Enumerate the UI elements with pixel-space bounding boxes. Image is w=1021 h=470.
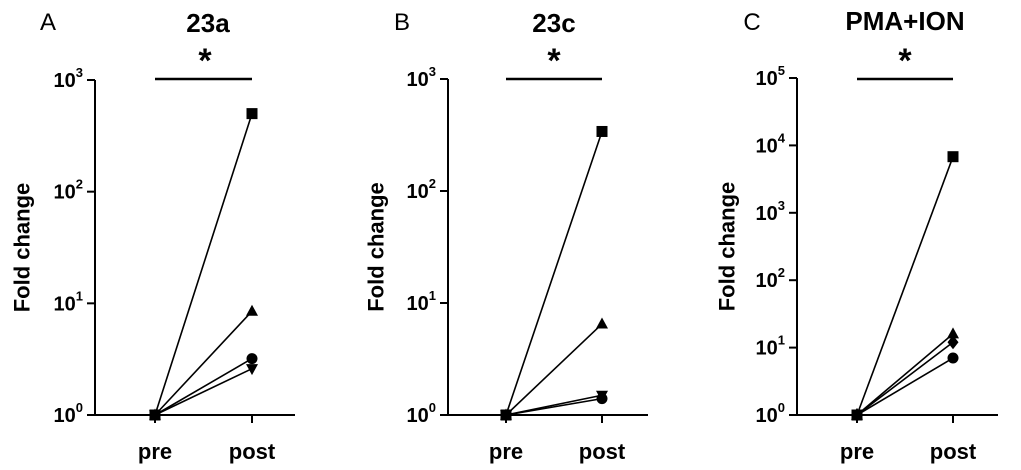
y-tick-label: 101 <box>407 288 436 315</box>
panel-letter: C <box>743 9 760 36</box>
y-tick-base: 10 <box>756 338 778 360</box>
x-tick-label-post: post <box>579 439 626 464</box>
data-point-triangle-up-post <box>596 317 608 329</box>
data-point-square-post <box>246 108 258 120</box>
x-tick-label-pre: pre <box>840 439 874 464</box>
y-tick-label: 103 <box>54 65 83 92</box>
series-line-4 <box>154 367 253 416</box>
y-tick-label: 105 <box>756 63 785 90</box>
x-tick-label-post: post <box>930 439 977 464</box>
y-tick-exponent: 4 <box>778 130 786 145</box>
data-point-square-post <box>596 125 608 137</box>
chart-title: PMA+ION <box>845 6 964 36</box>
y-tick-base: 10 <box>407 293 429 315</box>
data-point-circle-pre <box>851 409 863 421</box>
series-line-1 <box>505 131 603 416</box>
significance-star: * <box>547 42 561 80</box>
series-line-2 <box>856 333 954 416</box>
series-line-3 <box>154 357 253 416</box>
y-tick-label: 100 <box>407 400 436 427</box>
y-tick-base: 10 <box>756 405 778 427</box>
y-tick-base: 10 <box>407 69 429 91</box>
series-line-1 <box>154 113 253 416</box>
y-tick-exponent: 5 <box>778 63 785 78</box>
y-tick-label: 103 <box>407 64 436 91</box>
significance-star: * <box>898 42 912 80</box>
y-tick-exponent: 3 <box>429 64 436 79</box>
y-tick-exponent: 1 <box>778 333 785 348</box>
y-tick-label: 100 <box>54 400 83 427</box>
y-tick-exponent: 2 <box>429 176 436 191</box>
chart-title: 23a <box>186 8 230 38</box>
y-tick-label: 102 <box>407 176 436 203</box>
y-tick-label: 102 <box>756 265 785 292</box>
y-tick-base: 10 <box>407 405 429 427</box>
y-tick-exponent: 2 <box>778 265 785 280</box>
y-tick-base: 10 <box>54 182 76 204</box>
y-tick-base: 10 <box>54 405 76 427</box>
y-tick-base: 10 <box>756 135 778 157</box>
data-point-triangle-down-post <box>246 364 258 376</box>
data-point-circle-post <box>596 393 608 405</box>
series-line-1 <box>856 156 954 416</box>
y-tick-base: 10 <box>54 293 76 315</box>
data-point-circle-post <box>246 353 258 365</box>
y-tick-label: 100 <box>756 400 785 427</box>
data-point-triangle-down-pre <box>149 410 161 422</box>
y-tick-base: 10 <box>756 68 778 90</box>
y-tick-label: 101 <box>756 333 785 360</box>
y-tick-label: 104 <box>756 130 786 157</box>
series-line-2 <box>154 310 253 416</box>
y-tick-base: 10 <box>756 203 778 225</box>
data-point-circle-pre <box>500 409 512 421</box>
data-point-triangle-up-post <box>246 304 258 316</box>
y-tick-exponent: 0 <box>76 400 83 415</box>
y-axis-title: Fold change <box>10 183 35 313</box>
y-tick-base: 10 <box>756 270 778 292</box>
y-tick-exponent: 0 <box>429 400 436 415</box>
panel-letter: A <box>40 9 56 36</box>
significance-star: * <box>198 42 212 80</box>
data-point-square-post <box>947 151 959 163</box>
chart-panel-c: C PMA+ION*Fold change100101102103104105pr… <box>715 6 998 464</box>
x-tick-label-post: post <box>229 439 276 464</box>
y-tick-exponent: 1 <box>76 288 83 303</box>
y-tick-exponent: 0 <box>778 400 785 415</box>
series-line-2 <box>505 323 603 416</box>
y-tick-exponent: 1 <box>429 288 436 303</box>
y-tick-exponent: 2 <box>76 177 83 192</box>
data-point-triangle-up-post <box>947 327 959 339</box>
y-tick-label: 102 <box>54 177 83 204</box>
series-line-4 <box>856 357 954 416</box>
y-tick-exponent: 3 <box>76 65 83 80</box>
y-axis-title: Fold change <box>715 182 740 312</box>
y-axis-title: Fold change <box>364 182 389 312</box>
y-tick-label: 103 <box>756 198 785 225</box>
y-tick-base: 10 <box>407 181 429 203</box>
x-tick-label-pre: pre <box>489 439 523 464</box>
x-tick-label-pre: pre <box>138 439 172 464</box>
y-tick-base: 10 <box>54 70 76 92</box>
series-line-3 <box>856 341 954 416</box>
data-point-circle-post <box>947 352 959 364</box>
panel-letter: B <box>394 9 410 36</box>
series-line-4 <box>505 397 603 416</box>
y-tick-exponent: 3 <box>778 198 785 213</box>
data-point-diamond-post <box>947 335 959 350</box>
chart-title: 23c <box>532 8 575 38</box>
y-tick-label: 101 <box>54 288 83 315</box>
